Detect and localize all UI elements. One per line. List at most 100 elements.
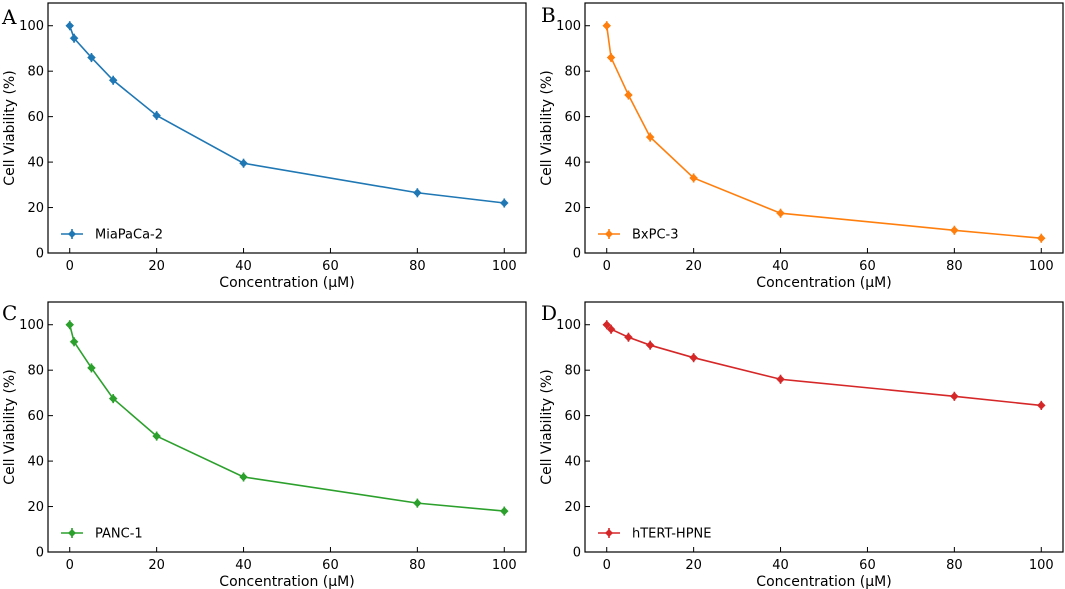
data-point	[776, 208, 785, 218]
legend-label: BxPC-3	[632, 228, 679, 243]
data-point	[950, 225, 959, 235]
y-axis-label: Cell Viability (%)	[2, 369, 18, 484]
x-tick-label: 0	[66, 558, 74, 573]
data-point	[108, 75, 118, 85]
x-tick-label: 60	[322, 259, 339, 274]
data-point	[689, 353, 698, 363]
chart-panel-d: D 0 20 40 60 80 100 0 20 40 60 80 100 Concentration (…	[539, 301, 1064, 589]
y-tick-label: 100	[19, 318, 44, 333]
data-point	[87, 363, 96, 373]
y-tick-label: 100	[556, 318, 581, 333]
x-axis-label: Concentration (μM)	[756, 574, 891, 589]
y-tick-label: 40	[27, 156, 44, 171]
data-point	[413, 498, 422, 508]
panel-letter: D	[541, 301, 557, 325]
series-line	[606, 324, 1042, 407]
x-tick-label: 100	[492, 558, 517, 573]
data-point	[65, 21, 75, 31]
x-tick-label: 60	[859, 558, 876, 573]
data-point	[776, 374, 785, 384]
data-point	[689, 173, 698, 183]
y-tick-label: 0	[573, 247, 581, 262]
legend-swatch-marker	[68, 529, 76, 537]
x-tick-label: 40	[772, 558, 789, 573]
data-point	[1036, 401, 1046, 410]
x-axis-label: Concentration (μM)	[219, 275, 354, 291]
x-tick-label: 0	[603, 558, 611, 573]
x-tick-label: 100	[492, 259, 517, 274]
data-point	[624, 332, 633, 342]
legend-label: hTERT-HPNE	[632, 527, 711, 542]
data-point	[645, 340, 655, 350]
data-point	[108, 394, 118, 403]
x-axis-label: Concentration (μM)	[756, 275, 891, 291]
data-point	[499, 198, 509, 208]
x-axis-label: Concentration (μM)	[219, 574, 354, 589]
y-axis-label: Cell Viability (%)	[539, 369, 555, 484]
x-tick-label: 40	[235, 259, 252, 274]
x-tick-label: 60	[859, 259, 876, 274]
y-tick-label: 80	[564, 65, 581, 80]
data-point	[950, 391, 959, 401]
data-point	[69, 33, 79, 43]
x-tick-label: 80	[946, 259, 963, 274]
data-point	[606, 324, 616, 334]
x-tick-label: 80	[409, 259, 426, 274]
data-point	[1036, 233, 1046, 243]
legend-swatch-marker	[605, 529, 613, 537]
data-point	[602, 320, 612, 330]
chart-panel-a: A 0 20 40 60 80 100 0 20 40 60 80 100 Concentration (…	[1, 2, 527, 291]
data-point	[645, 132, 655, 142]
data-point	[602, 21, 612, 31]
data-point	[624, 90, 633, 100]
y-tick-label: 60	[564, 110, 581, 125]
data-point	[606, 53, 616, 62]
axes-frame	[47, 301, 527, 553]
x-tick-label: 60	[322, 558, 339, 573]
y-tick-label: 40	[564, 156, 581, 171]
data-point	[499, 506, 509, 516]
axes-frame	[47, 2, 527, 254]
x-tick-label: 0	[66, 259, 74, 274]
x-tick-label: 40	[772, 259, 789, 274]
x-tick-label: 20	[148, 259, 165, 274]
series-line	[68, 324, 505, 512]
y-tick-label: 20	[27, 201, 44, 216]
series-line	[605, 25, 1042, 240]
x-tick-label: 80	[946, 558, 963, 573]
y-tick-label: 80	[27, 364, 44, 379]
y-tick-label: 100	[19, 19, 44, 34]
y-tick-label: 80	[564, 364, 581, 379]
y-tick-label: 20	[564, 201, 581, 216]
y-tick-label: 0	[36, 247, 44, 262]
legend-swatch-marker	[68, 230, 76, 238]
legend-label: PANC-1	[95, 527, 143, 542]
y-tick-label: 60	[27, 409, 44, 424]
data-point	[239, 158, 248, 168]
y-tick-label: 80	[27, 65, 44, 80]
y-tick-label: 40	[564, 455, 581, 470]
x-tick-label: 80	[409, 558, 426, 573]
axes-frame	[584, 2, 1064, 254]
x-tick-label: 100	[1029, 558, 1054, 573]
y-tick-label: 40	[27, 455, 44, 470]
series-line	[68, 25, 505, 204]
data-point	[87, 53, 96, 62]
axes-frame	[584, 301, 1064, 553]
data-point	[65, 320, 75, 330]
data-point	[413, 188, 422, 198]
y-tick-label: 100	[556, 19, 581, 34]
data-point	[69, 337, 79, 347]
panel-letter: C	[2, 301, 17, 325]
x-tick-label: 20	[148, 558, 165, 573]
y-tick-label: 0	[573, 546, 581, 561]
panel-letter: A	[1, 5, 17, 29]
legend-swatch-marker	[605, 230, 613, 238]
data-point	[239, 472, 248, 482]
data-point	[152, 431, 161, 441]
x-tick-label: 20	[685, 259, 702, 274]
y-axis-label: Cell Viability (%)	[539, 70, 555, 185]
y-tick-label: 0	[36, 546, 44, 561]
legend-label: MiaPaCa-2	[95, 228, 163, 243]
